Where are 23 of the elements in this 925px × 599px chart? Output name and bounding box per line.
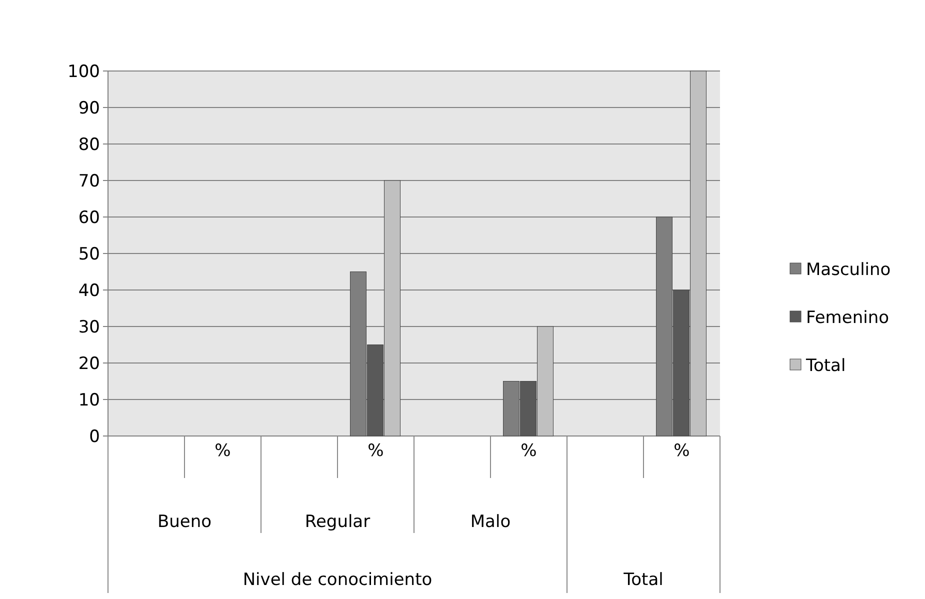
y-tick-label: 100 xyxy=(68,62,100,82)
text: Regular xyxy=(304,512,370,532)
legend-label: Masculino xyxy=(806,260,891,280)
y-tick-label: 0 xyxy=(89,426,100,447)
y-tick-label: 10 xyxy=(78,390,100,410)
y-tick-label: 60 xyxy=(78,208,100,228)
text: Total xyxy=(622,570,664,590)
y-tick-label: 90 xyxy=(78,98,100,118)
y-tick-label: 70 xyxy=(78,171,100,192)
x-tick-label: % xyxy=(674,441,690,461)
text: Bueno xyxy=(157,512,212,532)
y-tick-label: 20 xyxy=(78,354,100,374)
x-tick-label: % xyxy=(214,441,231,461)
y-tick-label: 30 xyxy=(78,317,100,338)
x-tick-label: % xyxy=(520,441,537,461)
x-tick-label: % xyxy=(368,441,384,461)
y-tick-label: 50 xyxy=(78,244,100,264)
text: Malo xyxy=(470,512,511,532)
legend-label: Total xyxy=(805,356,846,376)
legend-label: Femenino xyxy=(806,308,889,328)
y-tick-label: 80 xyxy=(78,134,100,155)
text: Nivel de conocimiento xyxy=(242,570,432,590)
y-tick-label: 40 xyxy=(78,280,100,301)
